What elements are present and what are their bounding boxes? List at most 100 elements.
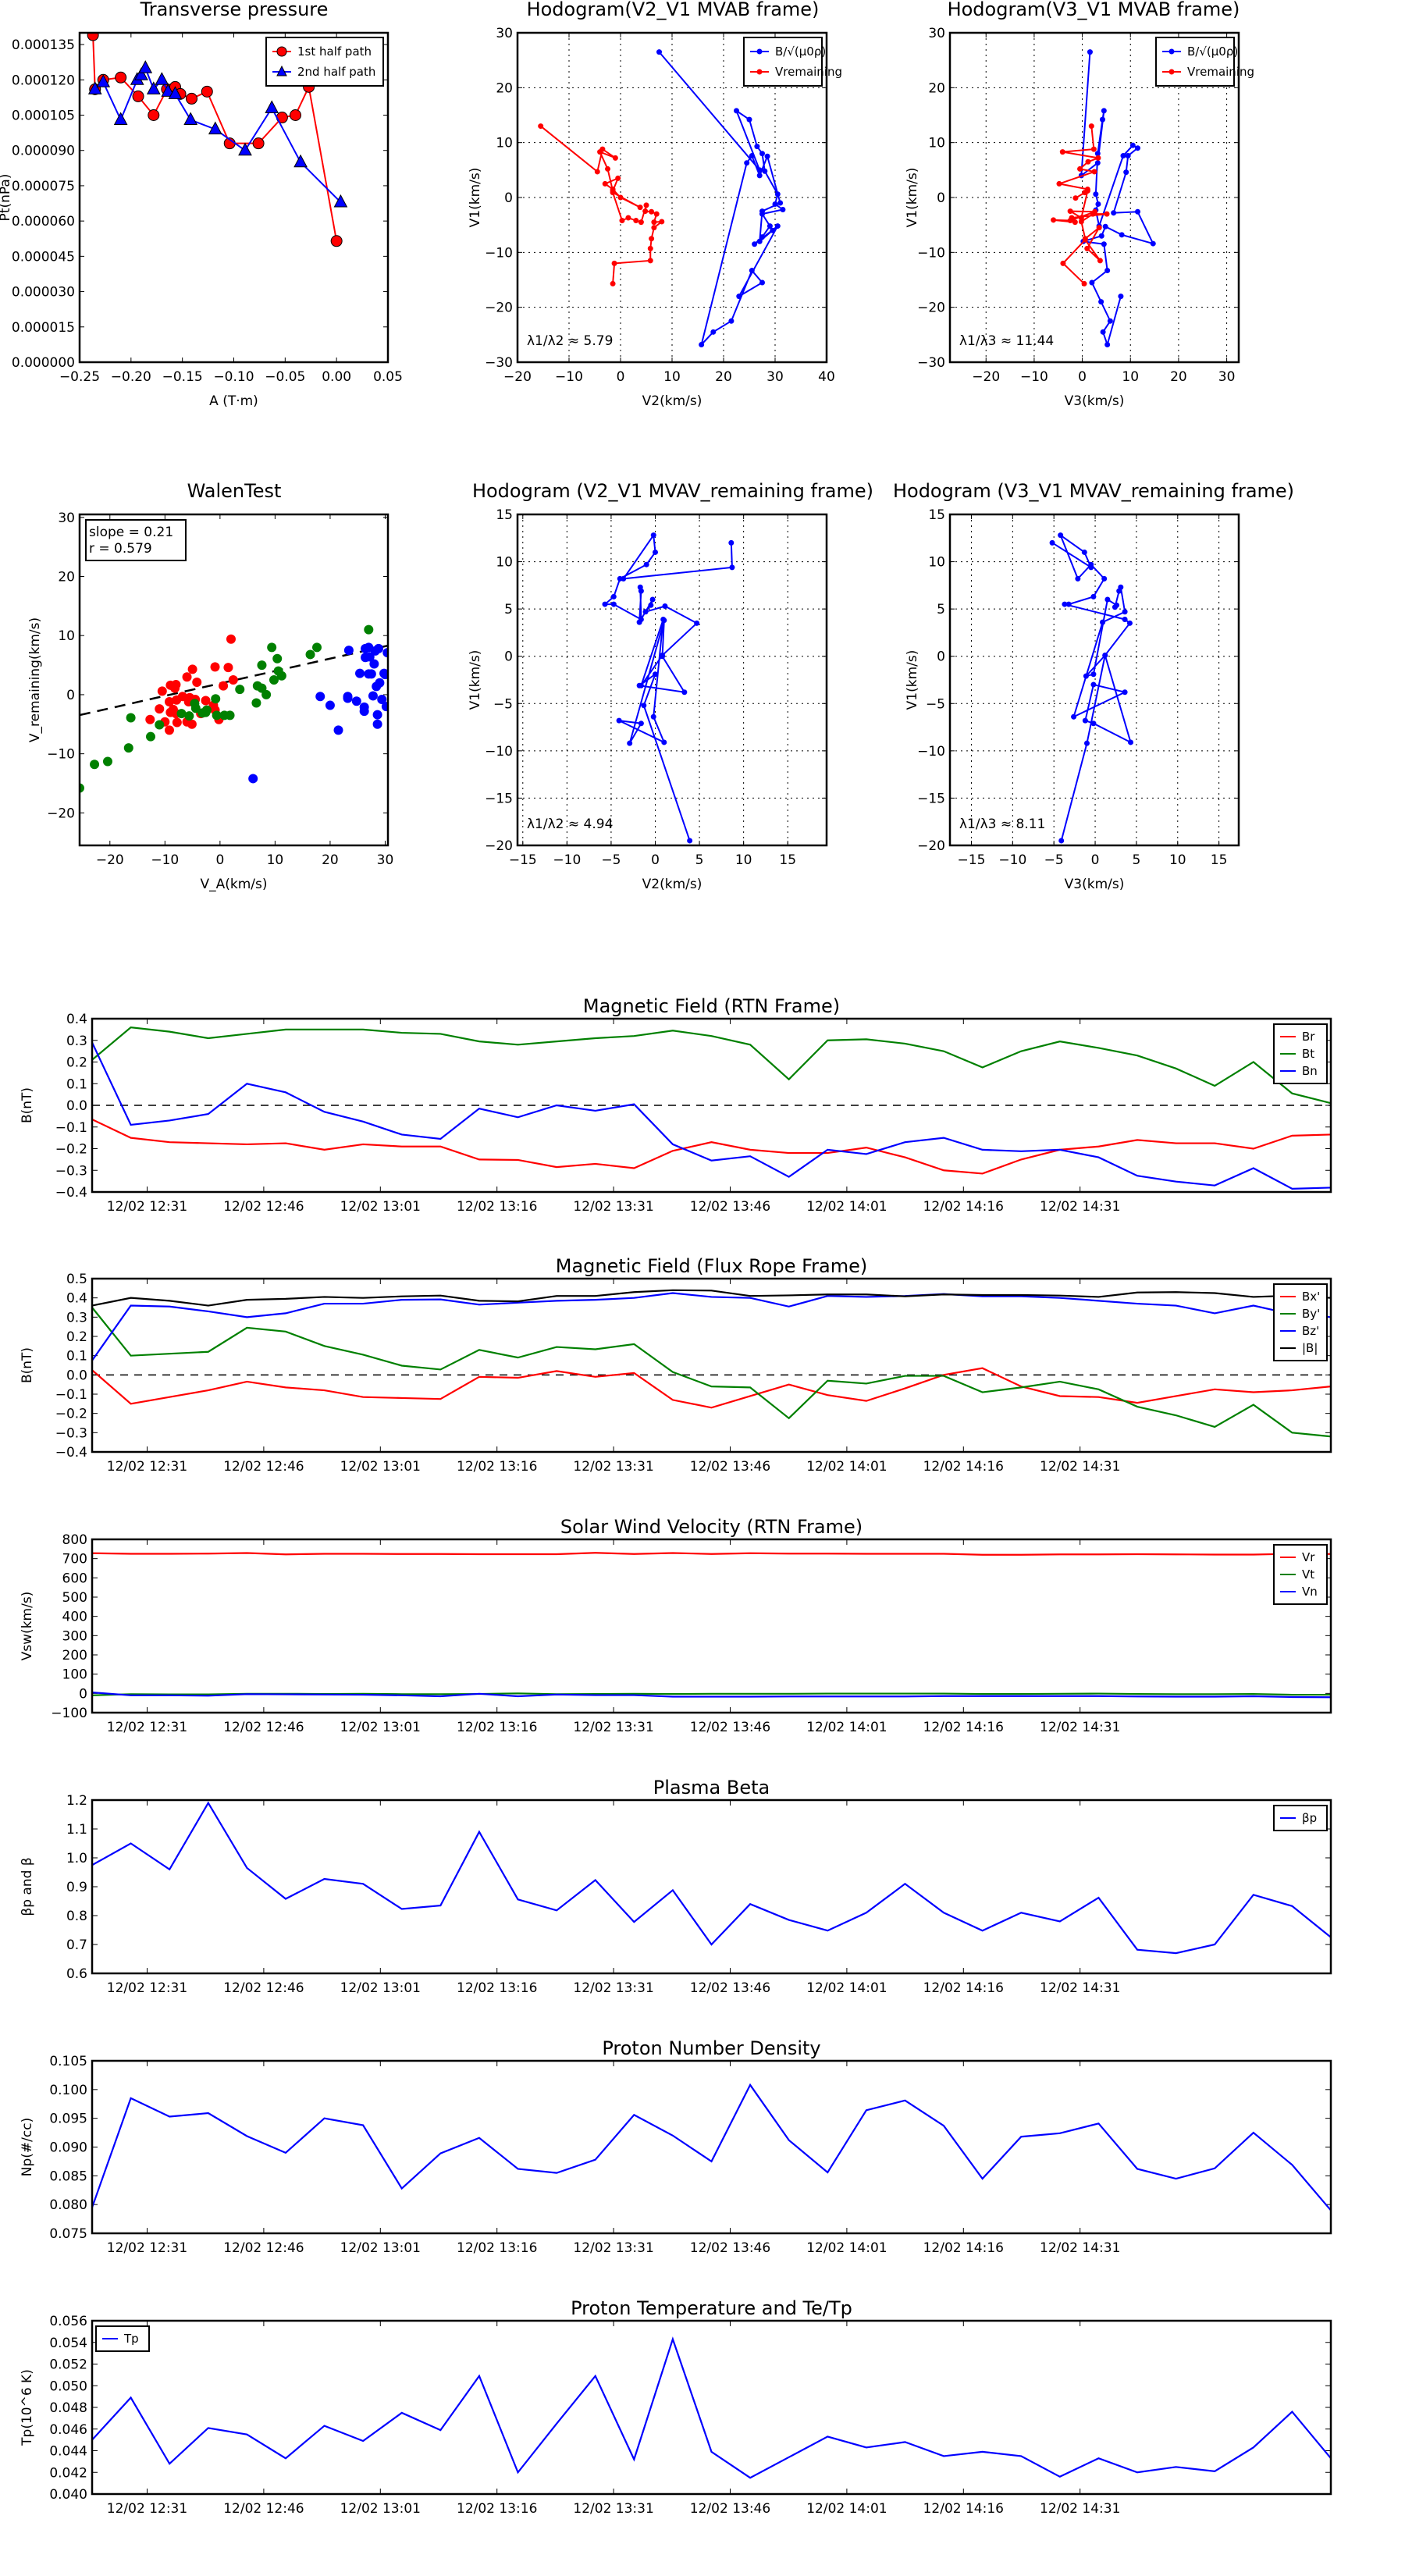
data-point — [772, 201, 778, 207]
data-point — [638, 588, 644, 594]
y-tick-label: 0.075 — [49, 2226, 87, 2242]
data-point — [1111, 210, 1117, 216]
stats-box: slope = 0.21r = 0.579 — [85, 519, 187, 561]
y-tick-label: −15 — [917, 791, 945, 806]
data-point — [638, 720, 644, 727]
x-tick-label: −15 — [509, 852, 537, 868]
data-point — [161, 84, 176, 97]
data-point — [1094, 151, 1101, 157]
data-point — [226, 634, 236, 644]
x-tick-label: 10 — [735, 852, 752, 868]
data-point — [1128, 739, 1134, 745]
y-tick-label: 20 — [928, 80, 945, 96]
data-point — [642, 609, 649, 615]
y-tick-label: 0.000030 — [12, 285, 75, 301]
ratio-annotation: λ1/λ2 ≈ 4.94 — [527, 817, 613, 832]
y-tick-label: −10 — [47, 747, 75, 763]
data-point — [777, 200, 784, 206]
data-point — [80, 783, 84, 793]
data-point — [756, 238, 763, 244]
data-point — [650, 713, 656, 720]
data-point — [102, 756, 112, 767]
x-tick-label: 12/02 13:46 — [690, 2501, 770, 2517]
data-point — [366, 669, 376, 679]
data-point — [372, 719, 382, 729]
data-point — [1088, 561, 1094, 568]
y-tick-label: −0.2 — [55, 1407, 87, 1422]
y-tick-label: 0.042 — [49, 2465, 87, 2481]
series-bz-line — [91, 1292, 1332, 1361]
data-point — [756, 173, 763, 179]
x-tick-label: 12/02 13:01 — [340, 1459, 421, 1475]
y-tick-label: 0.8 — [66, 1909, 87, 1924]
ratio-annotation: λ1/λ2 ≈ 5.79 — [527, 333, 613, 349]
data-point — [643, 561, 649, 568]
data-point — [699, 341, 705, 347]
y-tick-label: 1.2 — [66, 1793, 87, 1809]
data-point — [223, 663, 233, 673]
chart-proton-temperature: Proton Temperature and Te/Tp 12/02 12:31 1… — [20, 2297, 1332, 2517]
x-tick-label: 15 — [1211, 852, 1228, 868]
data-point — [330, 235, 343, 247]
data-point — [172, 717, 182, 728]
data-point — [375, 678, 385, 688]
x-tick-label: 12/02 13:31 — [573, 1980, 653, 1996]
series-hodogram-line — [603, 532, 733, 841]
y-tick-label: 0.000015 — [12, 320, 75, 336]
data-point — [343, 693, 353, 703]
y-axis-label: V1(km/s) — [468, 650, 483, 710]
y-tick-label: −0.4 — [55, 1445, 87, 1461]
data-point — [1062, 601, 1068, 607]
data-point — [759, 279, 765, 286]
legend-label: Bz' — [1302, 1324, 1319, 1338]
data-point — [612, 155, 618, 161]
data-point — [1093, 191, 1099, 197]
y-tick-label: 0.000045 — [12, 249, 75, 265]
x-tick-label: 12/02 13:46 — [690, 1459, 770, 1475]
x-tick-label: −10 — [553, 852, 581, 868]
chart-title: Proton Temperature and Te/Tp — [571, 2297, 852, 2319]
data-point — [265, 100, 279, 113]
data-point — [87, 33, 99, 41]
y-tick-label: 15 — [928, 507, 945, 523]
chart-title: Proton Number Density — [602, 2037, 820, 2059]
data-point — [210, 662, 220, 672]
x-tick-label: 12/02 14:31 — [1040, 1980, 1120, 1996]
plot-frame — [91, 1538, 1332, 1714]
data-point — [1091, 169, 1097, 175]
data-point — [186, 92, 198, 105]
data-point — [1107, 318, 1113, 324]
y-tick-label: 0.7 — [66, 1937, 87, 1953]
y-tick-label: 0.000090 — [12, 144, 75, 159]
data-point — [1083, 673, 1089, 679]
data-point — [333, 194, 348, 208]
x-tick-label: 12/02 13:46 — [690, 1980, 770, 1996]
y-axis-label: B(nT) — [20, 1087, 35, 1123]
data-point — [382, 648, 388, 658]
data-point — [381, 702, 388, 712]
data-point — [145, 714, 155, 724]
y-tick-label: 1.1 — [66, 1822, 87, 1838]
data-point — [1090, 671, 1097, 678]
y-tick-label: 10 — [496, 555, 513, 571]
x-tick-label: 12/02 13:31 — [573, 2501, 653, 2517]
data-point — [1104, 341, 1111, 347]
data-point — [602, 180, 608, 187]
y-tick-label: −10 — [917, 245, 945, 261]
data-point — [653, 549, 659, 555]
y-tick-label: 0.1 — [66, 1076, 87, 1092]
data-point — [1084, 245, 1090, 251]
x-tick-label: 0 — [1078, 369, 1087, 385]
data-point — [1096, 225, 1102, 231]
y-tick-label: −10 — [917, 744, 945, 760]
data-point — [1101, 108, 1107, 114]
y-tick-label: 0.1 — [66, 1349, 87, 1364]
data-point — [1100, 329, 1106, 335]
data-point — [754, 144, 760, 150]
data-point — [165, 707, 176, 717]
data-point — [1112, 604, 1118, 610]
data-point — [1051, 217, 1057, 223]
x-tick-label: −20 — [96, 852, 124, 868]
stats-line: slope = 0.21 — [89, 525, 173, 540]
series-bx-line — [91, 1367, 1332, 1409]
